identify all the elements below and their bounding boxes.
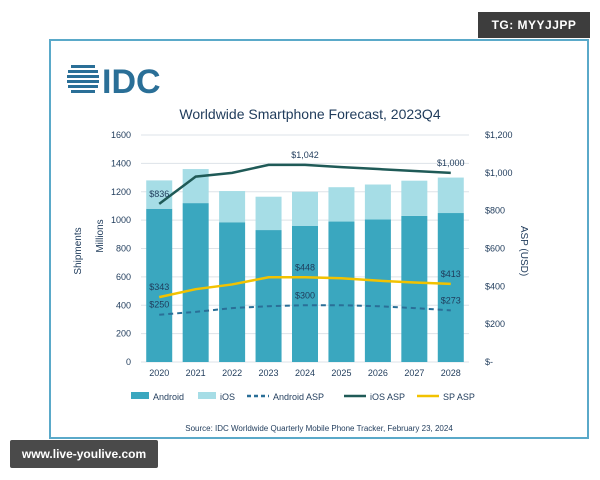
legend-label: Android ASP: [273, 392, 324, 402]
ios-bar: [437, 177, 464, 214]
right-tick-label: $800: [485, 206, 505, 216]
data-label: $836: [149, 189, 169, 199]
y-axis-unit-left: Millions: [95, 219, 106, 252]
data-label: $1,000: [437, 158, 465, 168]
globe-icon: [67, 65, 99, 93]
right-tick-label: $400: [485, 281, 505, 291]
data-label: $250: [149, 300, 169, 310]
right-tick-label: $200: [485, 319, 505, 329]
y-axis-label-left: Shipments: [73, 227, 84, 274]
left-tick-label: 800: [116, 244, 131, 254]
watermark-bottom: www.live-youlive.com: [10, 440, 158, 468]
android-bar: [437, 213, 464, 362]
android-bar: [255, 230, 282, 362]
right-tick-label: $600: [485, 244, 505, 254]
ios-asp-line: [158, 163, 451, 205]
ios-bar: [364, 184, 391, 220]
logo-text: IDC: [102, 63, 161, 101]
bars: [146, 169, 464, 362]
ios-bar: [292, 191, 318, 226]
legend-label: Android: [153, 392, 184, 402]
android-bar: [364, 219, 391, 362]
chart-svg: IDC Worldwide Smartphone Forecast, 2023Q…: [67, 63, 529, 433]
right-tick-label: $-: [485, 357, 493, 367]
legend-label: iOS: [220, 392, 235, 402]
asp-lines: [158, 163, 451, 316]
right-tick-label: $1,200: [485, 130, 513, 140]
x-tick-label: 2025: [331, 368, 351, 378]
left-tick-label: 1200: [111, 187, 131, 197]
android-bar: [219, 222, 246, 362]
x-tick-label: 2027: [404, 368, 424, 378]
chart-title: Worldwide Smartphone Forecast, 2023Q4: [179, 106, 440, 122]
data-label: $1,042: [291, 150, 319, 160]
left-tick-label: 400: [116, 300, 131, 310]
x-tick-label: 2020: [149, 368, 169, 378]
legend-swatch: [131, 392, 149, 399]
x-tick-label: 2024: [295, 368, 315, 378]
y-axis-label-right: ASP (USD): [518, 226, 529, 276]
right-tick-label: $1,000: [485, 168, 513, 178]
android-bar: [182, 203, 209, 362]
x-tick-label: 2021: [186, 368, 206, 378]
data-label: $413: [441, 269, 461, 279]
x-tick-label: 2026: [368, 368, 388, 378]
ios-bar: [401, 180, 428, 216]
data-label: $343: [149, 282, 169, 292]
x-tick-label: 2023: [259, 368, 279, 378]
android-bar: [328, 221, 355, 362]
x-tick-label: 2022: [222, 368, 242, 378]
legend: Android iOS Android ASP iOS ASP SP ASP: [131, 392, 475, 402]
data-labels: $836 $1,042 $1,000 $343 $448 $413 $250 $300 $273: [149, 150, 464, 310]
right-axis-ticks: $- $200 $400 $600 $800 $1,000 $1,200: [485, 130, 513, 367]
legend-label: iOS ASP: [370, 392, 405, 402]
android-asp-line: [159, 304, 451, 316]
left-tick-label: 1400: [111, 158, 131, 168]
x-axis-ticks: 2020 2021 2022 2023 2024 2025 2026 2027 2028: [149, 368, 461, 378]
left-axis-ticks: 0 200 400 600 800 1000 1200 1400 1600: [111, 130, 131, 367]
sp-asp-line: [158, 276, 451, 299]
data-label: $273: [441, 295, 461, 305]
left-tick-label: 600: [116, 272, 131, 282]
chart-frame: IDC Worldwide Smartphone Forecast, 2023Q…: [49, 39, 589, 439]
legend-swatch: [198, 392, 216, 399]
watermark-top: TG: MYYJJPP: [478, 12, 590, 38]
idc-logo: IDC: [67, 63, 161, 101]
ios-bar: [219, 191, 246, 223]
x-tick-label: 2028: [441, 368, 461, 378]
data-label: $300: [295, 290, 315, 300]
legend-label: SP ASP: [443, 392, 475, 402]
android-bar: [401, 215, 428, 362]
android-bar: [146, 208, 173, 362]
left-tick-label: 1600: [111, 130, 131, 140]
ios-bar: [182, 169, 209, 204]
ios-bar: [328, 187, 355, 222]
ios-bar: [255, 196, 282, 231]
data-label: $448: [295, 262, 315, 272]
left-tick-label: 1000: [111, 215, 131, 225]
left-tick-label: 0: [126, 357, 131, 367]
ios-bar: [146, 180, 173, 209]
android-bar: [292, 225, 318, 362]
source-note: Source: IDC Worldwide Quarterly Mobile P…: [185, 424, 453, 433]
left-tick-label: 200: [116, 329, 131, 339]
